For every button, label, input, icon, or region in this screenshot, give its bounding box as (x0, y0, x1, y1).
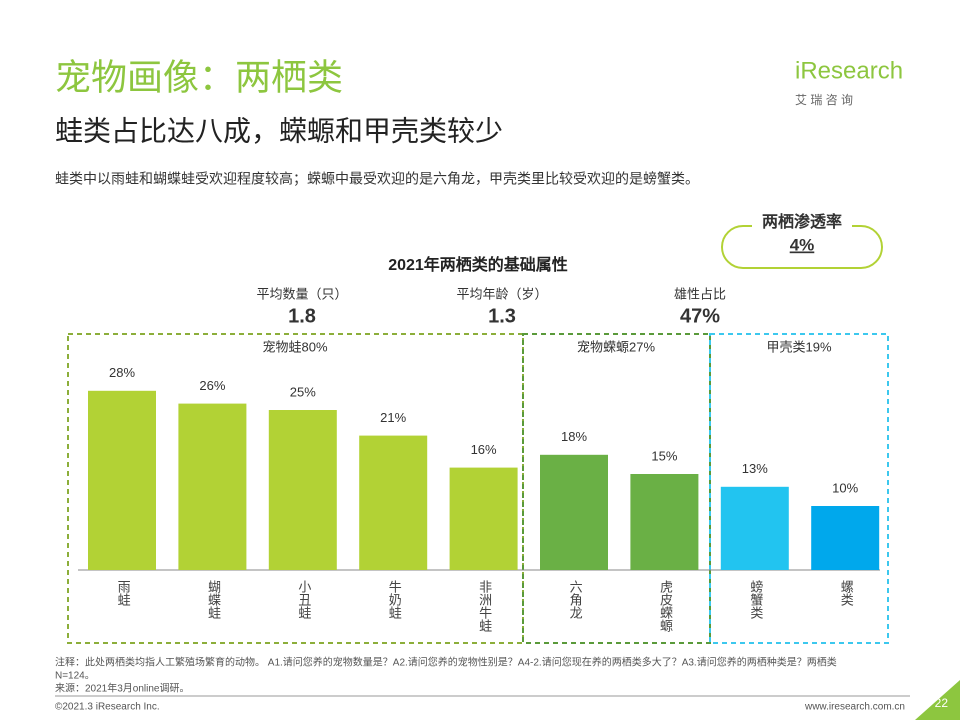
description: 蛙类中以雨蛙和蝴蝶蛙受欢迎程度较高；蝾螈中最受欢迎的是六角龙，甲壳类里比较受欢迎… (55, 171, 699, 188)
group-frame (67, 333, 524, 644)
logo-sub: 艾 瑞 咨 询 (795, 92, 853, 107)
category-label: 非洲牛蛙 (477, 580, 492, 632)
bar (449, 467, 518, 570)
badge-label: 两栖渗透率 (762, 212, 842, 231)
value-label: 26% (199, 378, 225, 393)
stat-value: 1.3 (488, 305, 516, 327)
category-label: 六角龙 (568, 580, 583, 620)
stat-label: 平均年龄（岁） (456, 286, 547, 301)
copyright: ©2021.3 iResearch Inc. (55, 702, 160, 713)
category-label: 雨蛙 (116, 580, 131, 606)
category-label: 螺类 (839, 580, 854, 606)
badge-gap (752, 214, 852, 234)
bar (88, 390, 156, 570)
bar (720, 486, 789, 570)
value-label: 15% (651, 448, 677, 463)
category-label: 蝴蝶蛙 (206, 580, 221, 619)
bar (540, 454, 608, 570)
group-label: 宠物蝾螈27% (577, 339, 655, 354)
value-label: 18% (561, 429, 587, 444)
corner (915, 680, 960, 720)
chart-title: 2021年两栖类的基础属性 (388, 255, 568, 274)
badge-value: 4% (790, 235, 815, 254)
bar (178, 403, 247, 570)
title: 宠物画像：两栖类 (55, 57, 343, 98)
stat-label: 雄性占比 (674, 286, 726, 301)
category-label: 虎皮蝾螈 (658, 580, 673, 632)
value-label: 13% (742, 461, 768, 476)
group-frame (522, 333, 711, 644)
bar (811, 506, 880, 570)
value-label: 16% (471, 442, 497, 457)
category-label: 螃蟹类 (748, 579, 763, 619)
category-label: 小丑蛙 (296, 580, 311, 619)
source: 来源：2021年3月online调研。 (55, 682, 190, 695)
bar (268, 410, 337, 570)
bar (359, 435, 428, 570)
url: www.iresearch.com.cn (804, 702, 905, 713)
note: N=124。 (55, 671, 95, 682)
stat-value: 1.8 (288, 305, 316, 327)
group-label: 宠物蛙80% (262, 339, 327, 354)
value-label: 21% (380, 410, 406, 425)
group-label: 甲壳类19% (766, 339, 831, 354)
value-label: 25% (290, 384, 316, 399)
category-label: 牛奶蛙 (387, 580, 402, 619)
stat-label: 平均数量（只） (256, 286, 347, 301)
subtitle: 蛙类占比达八成，蝾螈和甲壳类较少 (55, 115, 503, 146)
value-label: 10% (832, 480, 858, 495)
note: 注释：此处两栖类均指人工繁殖场繁育的动物。 A1.请问您养的宠物数量是？A2.请… (55, 656, 837, 669)
stat-value: 47% (680, 305, 720, 327)
page-number: 22 (935, 696, 949, 710)
bar (630, 474, 699, 570)
logo: iResearch (795, 57, 903, 84)
value-label: 28% (109, 365, 135, 380)
group-frame (709, 333, 889, 644)
